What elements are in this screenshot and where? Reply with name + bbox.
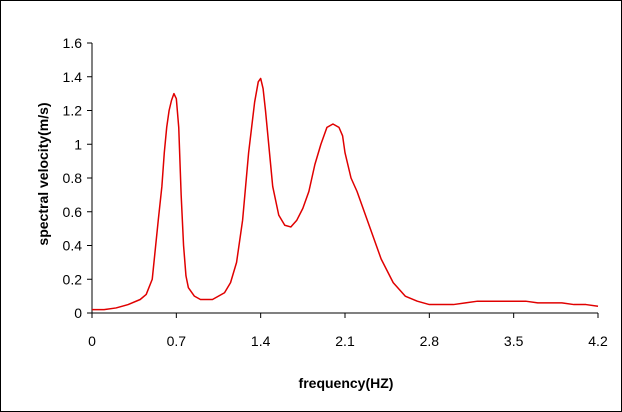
y-tick-label: 1.6	[63, 35, 83, 51]
y-axis-title: spectral velocity(m/s)	[35, 102, 51, 245]
series-line	[92, 77, 599, 311]
y-tick-label: 1.4	[63, 69, 83, 85]
x-tick-label: 4.2	[588, 333, 608, 349]
x-axis-ticks: 0 0.7 1.4 2.1 2.8 3.5 4.2	[88, 313, 608, 349]
x-tick-label: 2.8	[420, 333, 440, 349]
x-tick-label: 0.7	[167, 333, 187, 349]
x-axis-title: frequency(HZ)	[299, 375, 394, 391]
x-tick-label: 2.1	[335, 333, 355, 349]
x-tick-label: 0	[88, 333, 96, 349]
series-group	[92, 77, 599, 311]
y-axis-ticks: 0 0.2 0.4 0.6 0.8 1 1.2 1.4 1.6	[63, 35, 92, 321]
y-tick-label: 1	[74, 136, 82, 152]
y-tick-label: 0.6	[63, 204, 83, 220]
axes	[91, 43, 598, 314]
y-tick-label: 0.2	[63, 271, 83, 287]
y-tick-label: 0.4	[63, 238, 83, 254]
y-tick-label: 0	[74, 305, 82, 321]
y-tick-label: 1.2	[63, 103, 83, 119]
x-tick-label: 3.5	[504, 333, 524, 349]
y-tick-label: 0.8	[63, 170, 83, 186]
x-tick-label: 1.4	[251, 333, 271, 349]
